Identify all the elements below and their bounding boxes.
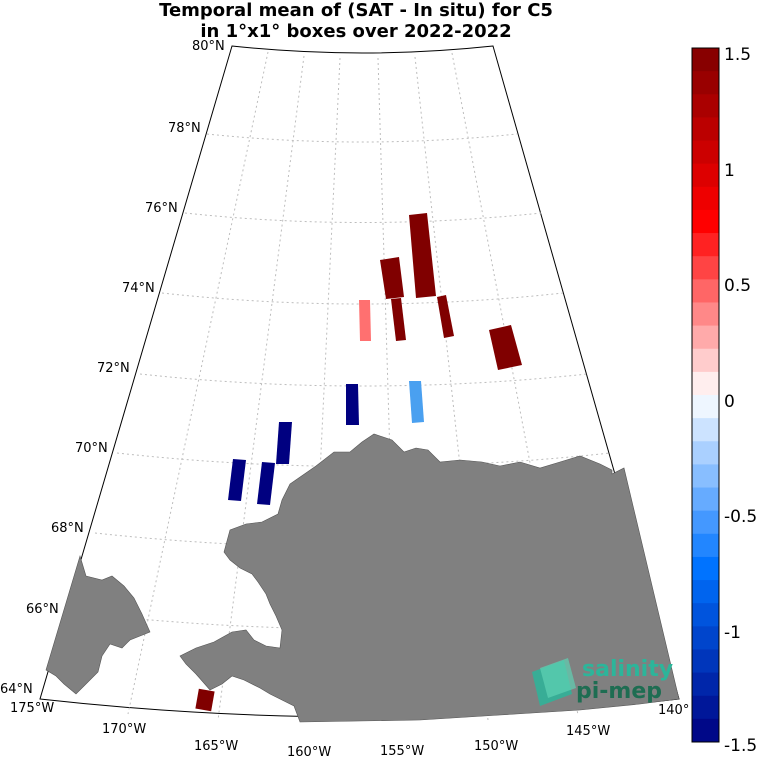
svg-text:pi-mep: pi-mep — [576, 679, 662, 704]
colorbar-segment — [692, 395, 719, 419]
colorbar-frame — [691, 47, 720, 743]
colorbar-segment — [692, 441, 719, 465]
colorbar-tick-label: 0.5 — [724, 276, 751, 296]
box-strong-positive — [380, 257, 404, 299]
lat-label: 80°N — [192, 39, 225, 54]
box-mild-negative — [409, 381, 424, 423]
colorbar-segment — [692, 510, 719, 535]
lon-label: 145°W — [566, 724, 610, 739]
svg-text:salinity: salinity — [582, 657, 673, 682]
colorbar-segment — [692, 464, 719, 489]
lat-label: 76°N — [145, 201, 178, 216]
lat-label: 64°N — [0, 682, 33, 697]
lon-label: 170°W — [102, 722, 146, 737]
colorbar-segment — [692, 626, 719, 650]
colorbar-segment — [692, 348, 719, 373]
colorbar-ticks: 1.5 1 0.5 0 -0.5 -1 -1.5 — [724, 45, 757, 756]
colorbar-segment — [692, 163, 719, 188]
colorbar-segment — [692, 71, 719, 95]
colorbar-segment — [692, 718, 719, 743]
colorbar-segment — [692, 140, 719, 165]
map-title-line2: in 1°x1° boxes over 2022-2022 — [200, 21, 512, 42]
colorbar-tick-label: -1.5 — [724, 736, 757, 756]
lat-label: 72°N — [97, 361, 130, 376]
colorbar-tick-label: 1.5 — [724, 45, 751, 65]
box-strong-positive — [409, 213, 436, 298]
colorbar-segment — [692, 279, 719, 303]
colorbar-segment — [692, 580, 719, 604]
box-strong-positive — [391, 298, 406, 341]
lat-label: 66°N — [26, 602, 59, 617]
colorbar-tick-label: -0.5 — [724, 507, 757, 527]
land-alaska — [179, 433, 680, 723]
colorbar-segment — [692, 117, 719, 142]
colorbar-segment — [692, 556, 719, 581]
box-strong-negative — [228, 459, 246, 501]
colorbar-segment — [692, 209, 719, 234]
colorbar-segment — [692, 695, 719, 720]
lat-label: 78°N — [168, 121, 201, 136]
lat-label: 70°N — [75, 441, 108, 456]
map-title-line1: Temporal mean of (SAT - In situ) for C5 — [159, 0, 553, 21]
colorbar-segment — [692, 487, 719, 512]
colorbar-segment — [692, 533, 719, 558]
box-strong-positive — [489, 325, 522, 370]
colorbar-tick-label: 0 — [724, 392, 735, 412]
land-chukotka — [45, 554, 151, 695]
colorbar-segment — [692, 94, 719, 118]
colorbar-segment — [692, 186, 719, 211]
box-strong-negative — [276, 422, 292, 464]
colorbar-tick-label: -1 — [724, 623, 741, 643]
box-red-southwest — [195, 688, 215, 712]
lon-label: 155°W — [380, 744, 424, 759]
lon-label: 150°W — [474, 739, 518, 754]
box-mild-positive — [359, 300, 371, 341]
lon-label: 160°W — [287, 745, 331, 760]
box-strong-negative — [346, 384, 359, 425]
colorbar-segment — [692, 48, 719, 72]
box-strong-negative — [257, 462, 275, 505]
difference-boxes — [228, 213, 522, 505]
colorbar-tick-label: 1 — [724, 161, 735, 181]
lon-label: 140° — [658, 703, 689, 718]
colorbar-segment — [692, 603, 719, 627]
lat-label: 74°N — [122, 281, 155, 296]
lon-label: 165°W — [194, 739, 238, 754]
lon-label: 175°W — [10, 701, 54, 716]
colorbar-segment — [692, 256, 719, 280]
colorbar-segment — [692, 418, 719, 442]
salinity-pi-mep-logo: salinity pi-mep — [532, 657, 673, 706]
colorbar-segment — [692, 302, 719, 327]
colorbar-segment — [692, 325, 719, 350]
colorbar — [692, 48, 719, 743]
latitude-labels: 80°N 78°N 76°N 74°N 72°N 70°N 68°N 66°N … — [0, 39, 225, 697]
colorbar-segment — [692, 672, 719, 697]
longitude-labels: 175°W 170°W 165°W 160°W 155°W 150°W 145°… — [10, 701, 689, 760]
colorbar-segment — [692, 233, 719, 257]
colorbar-segment — [692, 649, 719, 674]
box-strong-positive — [437, 295, 454, 338]
colorbar-segment — [692, 371, 719, 396]
lat-label: 68°N — [51, 521, 84, 536]
